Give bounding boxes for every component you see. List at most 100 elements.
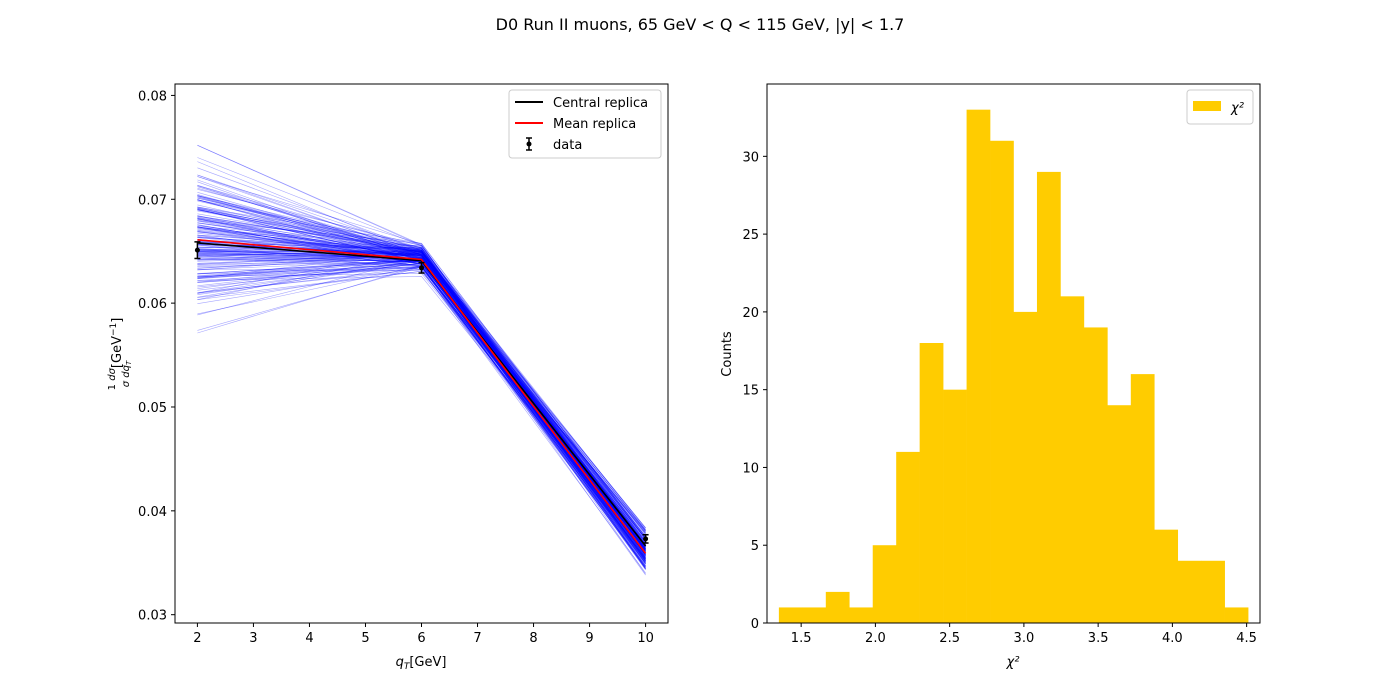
- data-point: [418, 261, 425, 274]
- replica-line: [197, 252, 646, 546]
- replica-line: [197, 145, 646, 558]
- replica-line: [197, 254, 646, 528]
- replica-line: [197, 199, 646, 562]
- y-tick-label: 30: [742, 150, 759, 165]
- replica-line: [197, 197, 646, 569]
- replica-line: [197, 226, 646, 560]
- replica-line: [197, 206, 646, 540]
- x-tick-label: 2.5: [939, 631, 960, 646]
- replica-line: [197, 222, 646, 543]
- replica-line: [197, 222, 646, 534]
- replica-line: [197, 253, 646, 575]
- histogram-bar: [1013, 311, 1038, 623]
- replica-series: [197, 239, 647, 554]
- replica-line: [197, 248, 646, 543]
- replica-line: [197, 256, 646, 531]
- replica-line: [197, 195, 646, 545]
- replica-line: [197, 252, 646, 554]
- replica-line: [197, 174, 646, 542]
- replica-line: [197, 254, 646, 535]
- legend-central-label: Central replica: [553, 96, 648, 111]
- replica-line: [197, 243, 646, 563]
- histogram-bar: [1177, 560, 1202, 623]
- replica-line: [197, 157, 646, 549]
- replica-line: [197, 250, 646, 535]
- x-tick-label: 1.5: [791, 631, 812, 646]
- replica-line: [197, 176, 646, 570]
- replica-line: [197, 251, 646, 554]
- histogram-bar: [896, 451, 920, 623]
- y-tick-label: 0.06: [138, 297, 167, 312]
- y-tick-label: 25: [742, 228, 759, 243]
- replica-line: [197, 227, 646, 563]
- legend-data-label: data: [553, 138, 582, 153]
- replica-line: [197, 241, 646, 547]
- histogram-bar: [802, 607, 827, 623]
- legend-mean-label: Mean replica: [553, 117, 636, 132]
- right-y-axis-label: Counts: [720, 331, 735, 377]
- replica-line: [197, 216, 646, 549]
- replica-line: [197, 215, 646, 540]
- replica-line: [197, 257, 646, 570]
- replica-line: [197, 226, 646, 551]
- replica-line: [197, 236, 646, 565]
- replica-line: [197, 209, 646, 530]
- y-tick-label: 0.03: [138, 609, 167, 624]
- replica-line: [197, 253, 646, 540]
- figure-title: D0 Run II muons, 65 GeV < Q < 115 GeV, |…: [496, 15, 905, 34]
- replica-line: [197, 234, 646, 562]
- y-tick-label: 10: [742, 461, 759, 476]
- y-tick-label: 0.04: [138, 505, 167, 520]
- data-marker: [643, 536, 649, 542]
- histogram-bar: [943, 389, 967, 623]
- replica-line: [197, 240, 646, 538]
- left-x-ticks: 2 3 4 5 6 7 8 9 10: [193, 623, 654, 646]
- data-marker: [419, 265, 424, 271]
- replica-line: [197, 254, 646, 541]
- data-point: [194, 241, 201, 260]
- y-tick-label: 20: [742, 306, 759, 321]
- histogram-bar: [1083, 327, 1108, 623]
- replica-line: [197, 251, 646, 565]
- replica-line: [197, 226, 646, 539]
- y-tick-label: 0.05: [138, 401, 167, 416]
- x-tick-label: 9: [585, 631, 593, 646]
- right-y-ticks: 0 5 10 15 20 25 30: [742, 150, 767, 632]
- replica-line-chart: 2 3 4 5 6 7 8 9 10 0.03 0.04 0.05 0.06 0.07 0.08 qT[G…: [107, 83, 669, 672]
- histogram-bar: [1107, 405, 1132, 623]
- svg-text:σ dqT: σ dqT: [121, 360, 133, 387]
- replica-line: [197, 247, 646, 550]
- right-x-axis-label: χ²: [1006, 655, 1020, 670]
- legend-data-swatch: [526, 137, 532, 151]
- replica-line: [197, 250, 646, 569]
- x-tick-label: 3.5: [1088, 631, 1109, 646]
- left-y-ticks: 0.03 0.04 0.05 0.06 0.07 0.08: [138, 89, 175, 624]
- left-legend: Central replica Mean replica data: [508, 89, 662, 159]
- y-tick-label: 15: [742, 384, 759, 399]
- replica-line: [197, 241, 646, 561]
- replica-line: [197, 220, 646, 539]
- replica-line: [197, 184, 646, 569]
- x-tick-label: 4: [305, 631, 313, 646]
- replica-line: [197, 185, 646, 568]
- left-x-axis-label: qT[GeV]: [396, 655, 447, 672]
- replica-line: [197, 250, 646, 564]
- replica-line: [197, 249, 646, 540]
- replica-line: [197, 217, 646, 537]
- replica-line: [197, 253, 646, 540]
- right-legend: χ²: [1186, 89, 1254, 125]
- x-tick-label: 2.0: [865, 631, 886, 646]
- y-tick-label: 0.07: [138, 193, 167, 208]
- x-tick-label: 3.0: [1014, 631, 1035, 646]
- x-tick-label: 8: [529, 631, 537, 646]
- replica-line: [197, 206, 646, 537]
- right-x-ticks: 1.5 2.0 2.5 3.0 3.5 4.0 4.5: [791, 623, 1257, 646]
- replica-line: [197, 197, 646, 555]
- replica-line: [197, 196, 646, 552]
- histogram-bar: [825, 591, 850, 623]
- histogram-bar: [990, 140, 1014, 623]
- replica-line: [197, 199, 646, 538]
- replica-line: [197, 192, 646, 552]
- x-tick-label: 7: [473, 631, 481, 646]
